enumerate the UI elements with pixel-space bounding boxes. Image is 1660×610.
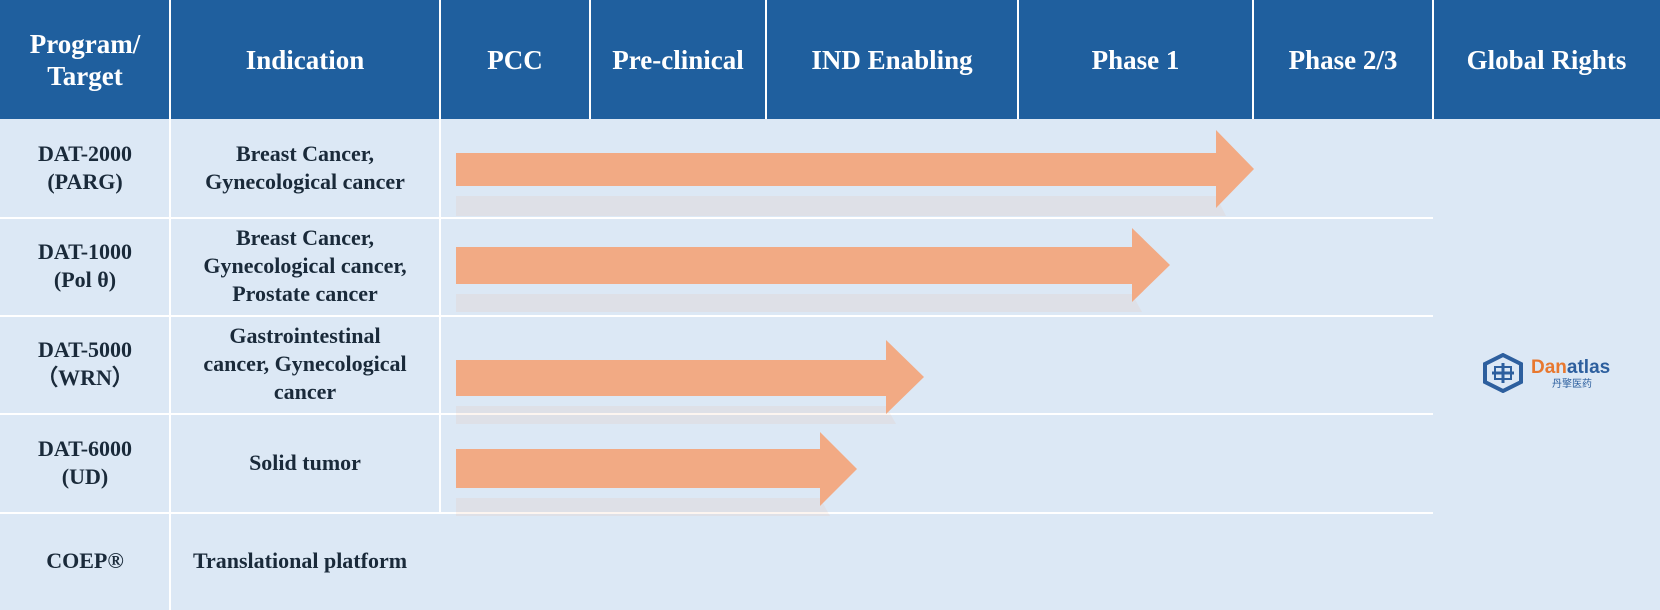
header-program-target-label: Program/ Target — [29, 28, 141, 91]
header-ind-enabling: IND Enabling — [766, 0, 1018, 119]
progress-arrow-dat-1000 — [456, 228, 1171, 312]
program-target: （WRN） — [36, 365, 134, 390]
header-divider — [1017, 0, 1019, 119]
indication-line: Translational platform — [192, 548, 408, 573]
row-divider — [0, 315, 1433, 317]
header-divider — [169, 0, 171, 119]
row-indication: Breast Cancer, Gynecological cancer, Pro… — [170, 217, 440, 315]
row-indication: Gastrointestinal cancer, Gynecological c… — [170, 315, 440, 413]
header-row — [0, 0, 1660, 119]
indication-line: cancer — [273, 379, 337, 404]
header-global-rights-label: Global Rights — [1466, 44, 1627, 75]
header-divider — [439, 0, 441, 119]
header-divider — [1432, 0, 1434, 119]
indication-line: Breast Cancer, — [235, 225, 375, 250]
logo-wordmark-part2: atlas — [1566, 357, 1611, 378]
row-divider — [0, 413, 1433, 415]
header-pcc-label: PCC — [487, 44, 543, 75]
progress-arrow-dat-2000 — [456, 130, 1256, 216]
header-program-target: Program/ Target — [0, 0, 170, 119]
program-name: DAT-6000 — [37, 435, 133, 461]
indication-line: Gynecological cancer, — [203, 253, 407, 278]
header-ind-enabling-label: IND Enabling — [811, 44, 973, 75]
logo-wordmark-part1: Dan — [1531, 357, 1567, 378]
row-indication: Breast Cancer, Gynecological cancer — [170, 119, 440, 217]
row-program: DAT-1000 (Pol θ) — [0, 217, 170, 315]
header-preclinical-label: Pre-clinical — [612, 44, 744, 75]
indication-line: Gynecological cancer — [205, 169, 405, 194]
indication-line: Prostate cancer — [232, 281, 378, 306]
header-indication: Indication — [170, 0, 440, 119]
program-name: COEP® — [46, 548, 124, 573]
header-phase-1: Phase 1 — [1018, 0, 1253, 119]
header-phase-2-3-label: Phase 2/3 — [1288, 44, 1398, 75]
row-program: DAT-5000 （WRN） — [0, 315, 170, 413]
progress-arrow-dat-6000 — [456, 432, 857, 516]
indication-line: cancer, Gynecological — [203, 351, 407, 376]
hexagon-logo-icon — [1483, 353, 1523, 393]
row-indication: Translational platform — [170, 512, 430, 610]
header-divider — [1252, 0, 1254, 119]
header-preclinical: Pre-clinical — [590, 0, 766, 119]
header-phase-1-label: Phase 1 — [1091, 44, 1180, 75]
header-phase-2-3: Phase 2/3 — [1253, 0, 1433, 119]
header-global-rights: Global Rights — [1433, 0, 1660, 119]
row-divider — [0, 217, 1433, 219]
indication-line: Solid tumor — [249, 449, 361, 475]
program-name: DAT-2000 — [37, 141, 133, 166]
row-program: DAT-2000 (PARG) — [0, 119, 170, 217]
progress-arrow-dat-5000 — [456, 340, 926, 424]
header-pcc: PCC — [440, 0, 590, 119]
row-divider — [0, 512, 1433, 514]
program-name: DAT-5000 — [37, 337, 133, 362]
danatlas-logo: Danatlas 丹擎医药 — [1480, 353, 1615, 393]
program-target: (Pol θ) — [53, 267, 117, 292]
program-target: (PARG) — [47, 169, 123, 194]
logo-subtitle: 丹擎医药 — [1552, 379, 1592, 390]
indication-line: Breast Cancer, — [235, 141, 375, 166]
program-name: DAT-1000 — [37, 239, 133, 264]
logo-wordmark: Danatlas — [1531, 358, 1610, 378]
row-program: DAT-6000 (UD) — [0, 413, 170, 512]
header-divider — [589, 0, 591, 119]
header-indication-label: Indication — [245, 44, 365, 75]
header-divider — [765, 0, 767, 119]
indication-line: Gastrointestinal — [229, 323, 381, 348]
column-divider — [169, 119, 171, 610]
row-program: COEP® — [0, 512, 170, 610]
program-target: (UD) — [61, 463, 109, 489]
row-indication: Solid tumor — [170, 413, 440, 512]
